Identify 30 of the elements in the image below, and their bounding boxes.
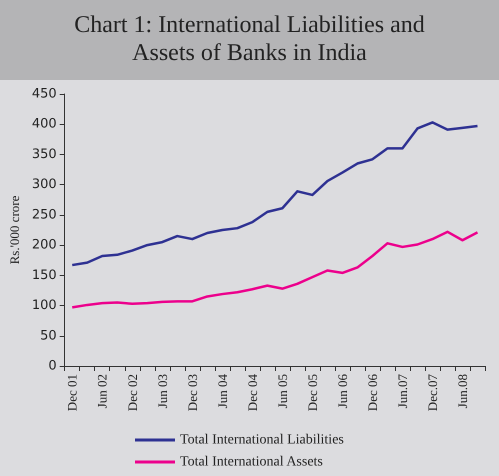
y-tick-label: 150 bbox=[32, 268, 57, 283]
y-tick-label: 100 bbox=[32, 298, 57, 314]
legend-label: Total International Assets bbox=[180, 454, 323, 470]
line-series bbox=[70, 230, 479, 309]
legend-label: Total International Liabilities bbox=[180, 432, 344, 448]
x-tick-label: Dec 04 bbox=[244, 374, 260, 412]
y-tick-label: 250 bbox=[32, 207, 57, 222]
line-series bbox=[70, 121, 479, 266]
x-tick-label: Dec.07 bbox=[424, 374, 440, 412]
x-tick-label: Jun 06 bbox=[334, 374, 350, 408]
x-tick-label: Dec 05 bbox=[304, 374, 320, 412]
x-tick-label: Dec 02 bbox=[124, 374, 140, 412]
x-tick-label: Dec 06 bbox=[364, 374, 380, 412]
y-tick-label: 0 bbox=[48, 358, 57, 374]
y-tick-label: 200 bbox=[32, 238, 57, 253]
y-tick-label: 450 bbox=[32, 86, 57, 102]
x-tick-label: Jun 04 bbox=[214, 374, 230, 408]
x-tick-label: Jun 02 bbox=[94, 374, 110, 408]
chart-title: Chart 1: International Liabilities and Assets of Banks in India bbox=[0, 0, 499, 80]
y-tick-label: 300 bbox=[32, 177, 57, 192]
y-tick-label: 400 bbox=[32, 116, 57, 132]
y-tick-label: 50 bbox=[40, 328, 57, 344]
y-tick-label: 350 bbox=[32, 146, 57, 162]
y-axis-title: Rs.'000 crore bbox=[7, 195, 22, 264]
x-tick-label: Jun 05 bbox=[274, 374, 290, 408]
x-tick-label: Dec 03 bbox=[184, 374, 200, 412]
x-tick-label: Jun.08 bbox=[454, 374, 470, 408]
x-tick-label: Dec 01 bbox=[64, 374, 80, 412]
x-tick-label: Jun.07 bbox=[394, 374, 410, 408]
x-tick-label: Jun 03 bbox=[154, 374, 170, 408]
